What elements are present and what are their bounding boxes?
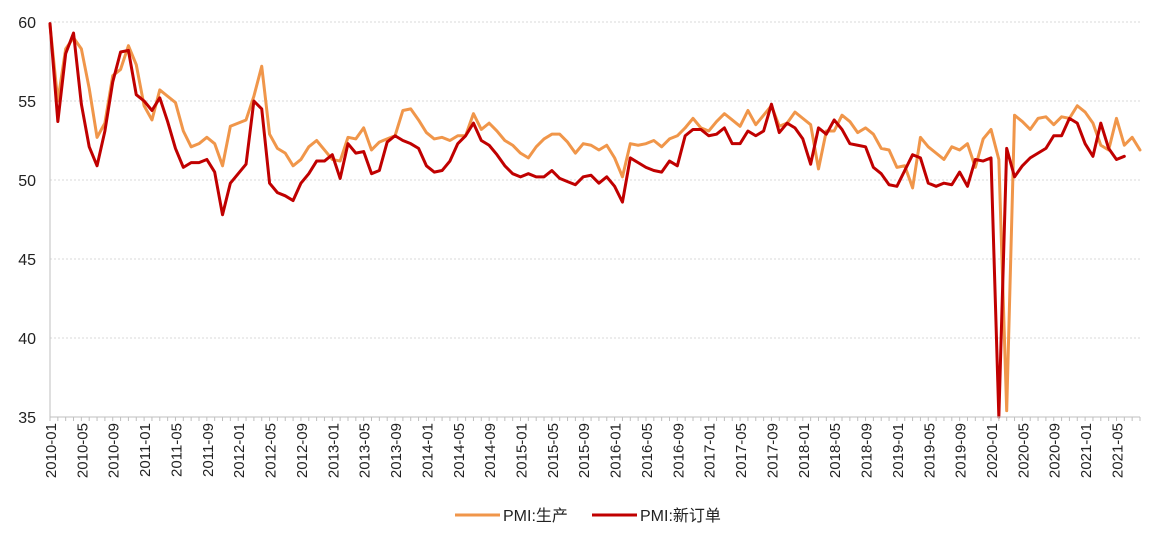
x-tick-label: 2021-01 xyxy=(1078,423,1095,478)
x-tick-label: 2011-05 xyxy=(168,423,185,477)
x-tick-label: 2015-01 xyxy=(514,423,531,478)
x-axis: 2010-01 2010-05 2010-09 2011-01 2011-05 2011-… xyxy=(43,416,1141,478)
x-tick-label: 2020-01 xyxy=(984,423,1001,478)
x-tick-label: 2019-01 xyxy=(890,423,907,478)
x-tick-label: 2017-09 xyxy=(764,423,781,478)
x-tick-label: 2019-09 xyxy=(953,423,970,478)
series-line-0 xyxy=(48,23,1142,413)
x-tick-label: 2010-01 xyxy=(43,423,60,478)
x-tick-label: 2011-01 xyxy=(137,423,154,477)
x-tick-label: 2018-01 xyxy=(796,423,813,478)
x-tick-label: 2020-09 xyxy=(1047,423,1064,478)
x-tick-label: 2018-05 xyxy=(827,423,844,478)
legend-label-1: PMI:新订单 xyxy=(640,507,721,525)
x-tick-label: 2015-05 xyxy=(545,423,562,478)
series-line-1 xyxy=(48,22,1126,419)
y-tick-label: 40 xyxy=(18,331,36,348)
x-tick-label: 2014-05 xyxy=(451,423,468,478)
x-tick-label: 2020-05 xyxy=(1015,423,1032,478)
y-tick-label: 55 xyxy=(18,94,36,111)
x-tick-label: 2015-09 xyxy=(576,423,593,478)
x-tick-label: 2013-01 xyxy=(325,423,342,478)
x-tick-label: 2019-05 xyxy=(921,423,938,478)
x-tick-label: 2012-09 xyxy=(294,423,311,478)
x-tick-label: 2017-05 xyxy=(733,423,750,478)
x-tick-label: 2018-09 xyxy=(859,423,876,478)
x-tick-label: 2021-05 xyxy=(1109,423,1126,478)
x-tick-label: 2014-01 xyxy=(419,423,436,478)
x-tick-label: 2017-01 xyxy=(702,423,719,478)
x-tick-label: 2011-09 xyxy=(200,423,217,477)
x-tick-label: 2010-05 xyxy=(74,423,91,478)
x-tick-label: 2016-09 xyxy=(670,423,687,478)
x-tick-label: 2012-05 xyxy=(263,423,280,478)
x-tick-label: 2012-01 xyxy=(231,423,248,478)
y-tick-label: 45 xyxy=(18,252,36,269)
x-tick-label: 2016-01 xyxy=(608,423,625,478)
x-tick-label: 2013-05 xyxy=(357,423,374,478)
legend: PMI:生产 PMI:新订单 xyxy=(455,507,721,525)
x-tick-label: 2013-09 xyxy=(388,423,405,478)
y-axis: 35 40 45 50 55 60 xyxy=(18,15,51,427)
x-tick-label: 2016-05 xyxy=(639,423,656,478)
series-lines xyxy=(48,22,1142,419)
legend-label-0: PMI:生产 xyxy=(503,507,568,525)
y-tick-label: 60 xyxy=(18,15,36,32)
y-tick-label: 50 xyxy=(18,173,36,190)
x-tick-label: 2010-09 xyxy=(106,423,123,478)
y-tick-label: 35 xyxy=(18,410,36,427)
x-tick-label: 2014-09 xyxy=(482,423,499,478)
